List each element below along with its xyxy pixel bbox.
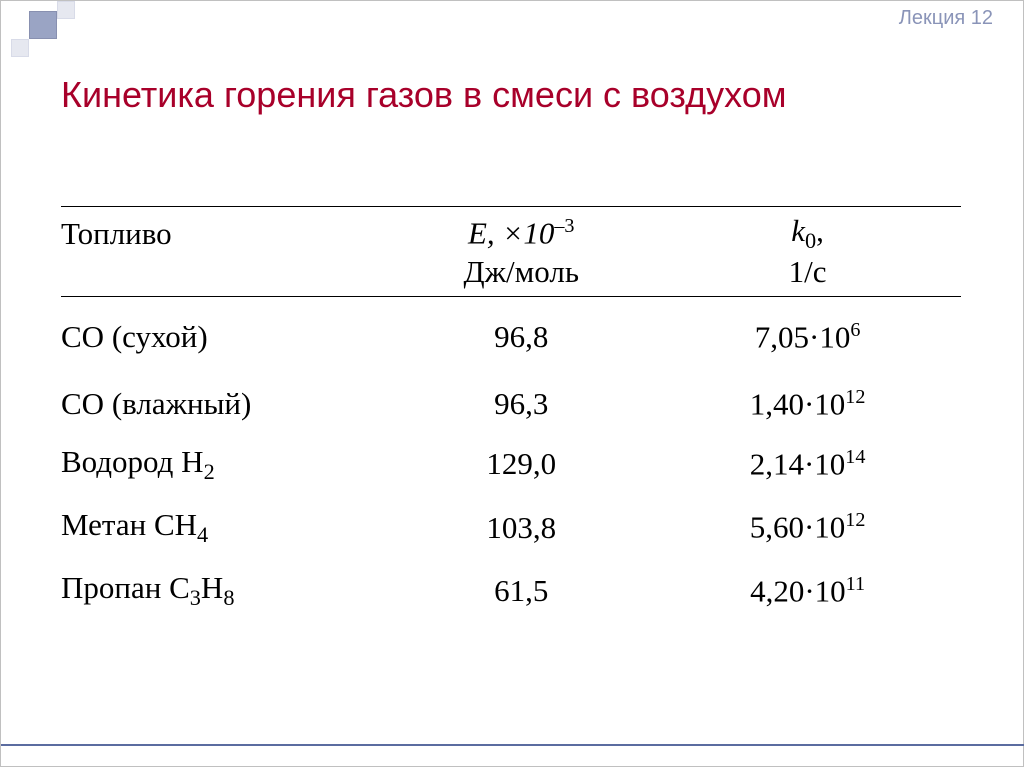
deco-square-light: [11, 39, 29, 57]
fuel-cell: Пропан С3H8: [61, 556, 388, 619]
col-k-header: k0,: [654, 207, 961, 255]
E-symbol: E, ×10: [468, 216, 554, 251]
k-subscript: 0: [805, 228, 816, 253]
table-row: СО (влажный) 96,3 1,40·1012: [61, 364, 961, 430]
E-exponent: –3: [554, 215, 574, 237]
k-cell: 7,05·106: [654, 297, 961, 364]
table-header-row: Топливо E, ×10–3 k0,: [61, 207, 961, 255]
col-E-header: E, ×10–3: [388, 207, 654, 255]
fuel-cell: Метан СH4: [61, 493, 388, 556]
lecture-label: Лекция 12: [899, 7, 993, 30]
k-cell: 1,40·1012: [654, 364, 961, 430]
E-cell: 61,5: [388, 556, 654, 619]
k-symbol: k: [791, 213, 805, 248]
k-comma: ,: [816, 213, 824, 248]
fuel-cell: СО (влажный): [61, 364, 388, 430]
corner-decoration: [1, 1, 91, 61]
fuel-cell: СО (сухой): [61, 297, 388, 364]
col-fuel-header: Топливо: [61, 207, 388, 255]
E-cell: 96,8: [388, 297, 654, 364]
fuel-cell: Водород H2: [61, 430, 388, 493]
table-row: Водород H2 129,0 2,14·1014: [61, 430, 961, 493]
k-cell: 2,14·1014: [654, 430, 961, 493]
E-cell: 96,3: [388, 364, 654, 430]
E-unit: Дж/моль: [388, 254, 654, 297]
deco-square-light: [57, 1, 75, 19]
table-row: Метан СH4 103,8 5,60·1012: [61, 493, 961, 556]
slide: Лекция 12 Кинетика горения газов в смеси…: [0, 0, 1024, 767]
k-unit: 1/с: [654, 254, 961, 297]
table-row: СО (сухой) 96,8 7,05·106: [61, 297, 961, 364]
k-cell: 5,60·1012: [654, 493, 961, 556]
deco-square-dark: [29, 11, 57, 39]
table-row: Пропан С3H8 61,5 4,20·1011: [61, 556, 961, 619]
E-cell: 103,8: [388, 493, 654, 556]
slide-title: Кинетика горения газов в смеси с воздухо…: [61, 73, 981, 116]
footer-rule: [1, 744, 1024, 746]
table-header-row-2: Дж/моль 1/с: [61, 254, 961, 297]
E-cell: 129,0: [388, 430, 654, 493]
k-cell: 4,20·1011: [654, 556, 961, 619]
kinetics-table: Топливо E, ×10–3 k0, Дж/моль 1/с СО (сух…: [61, 206, 961, 619]
